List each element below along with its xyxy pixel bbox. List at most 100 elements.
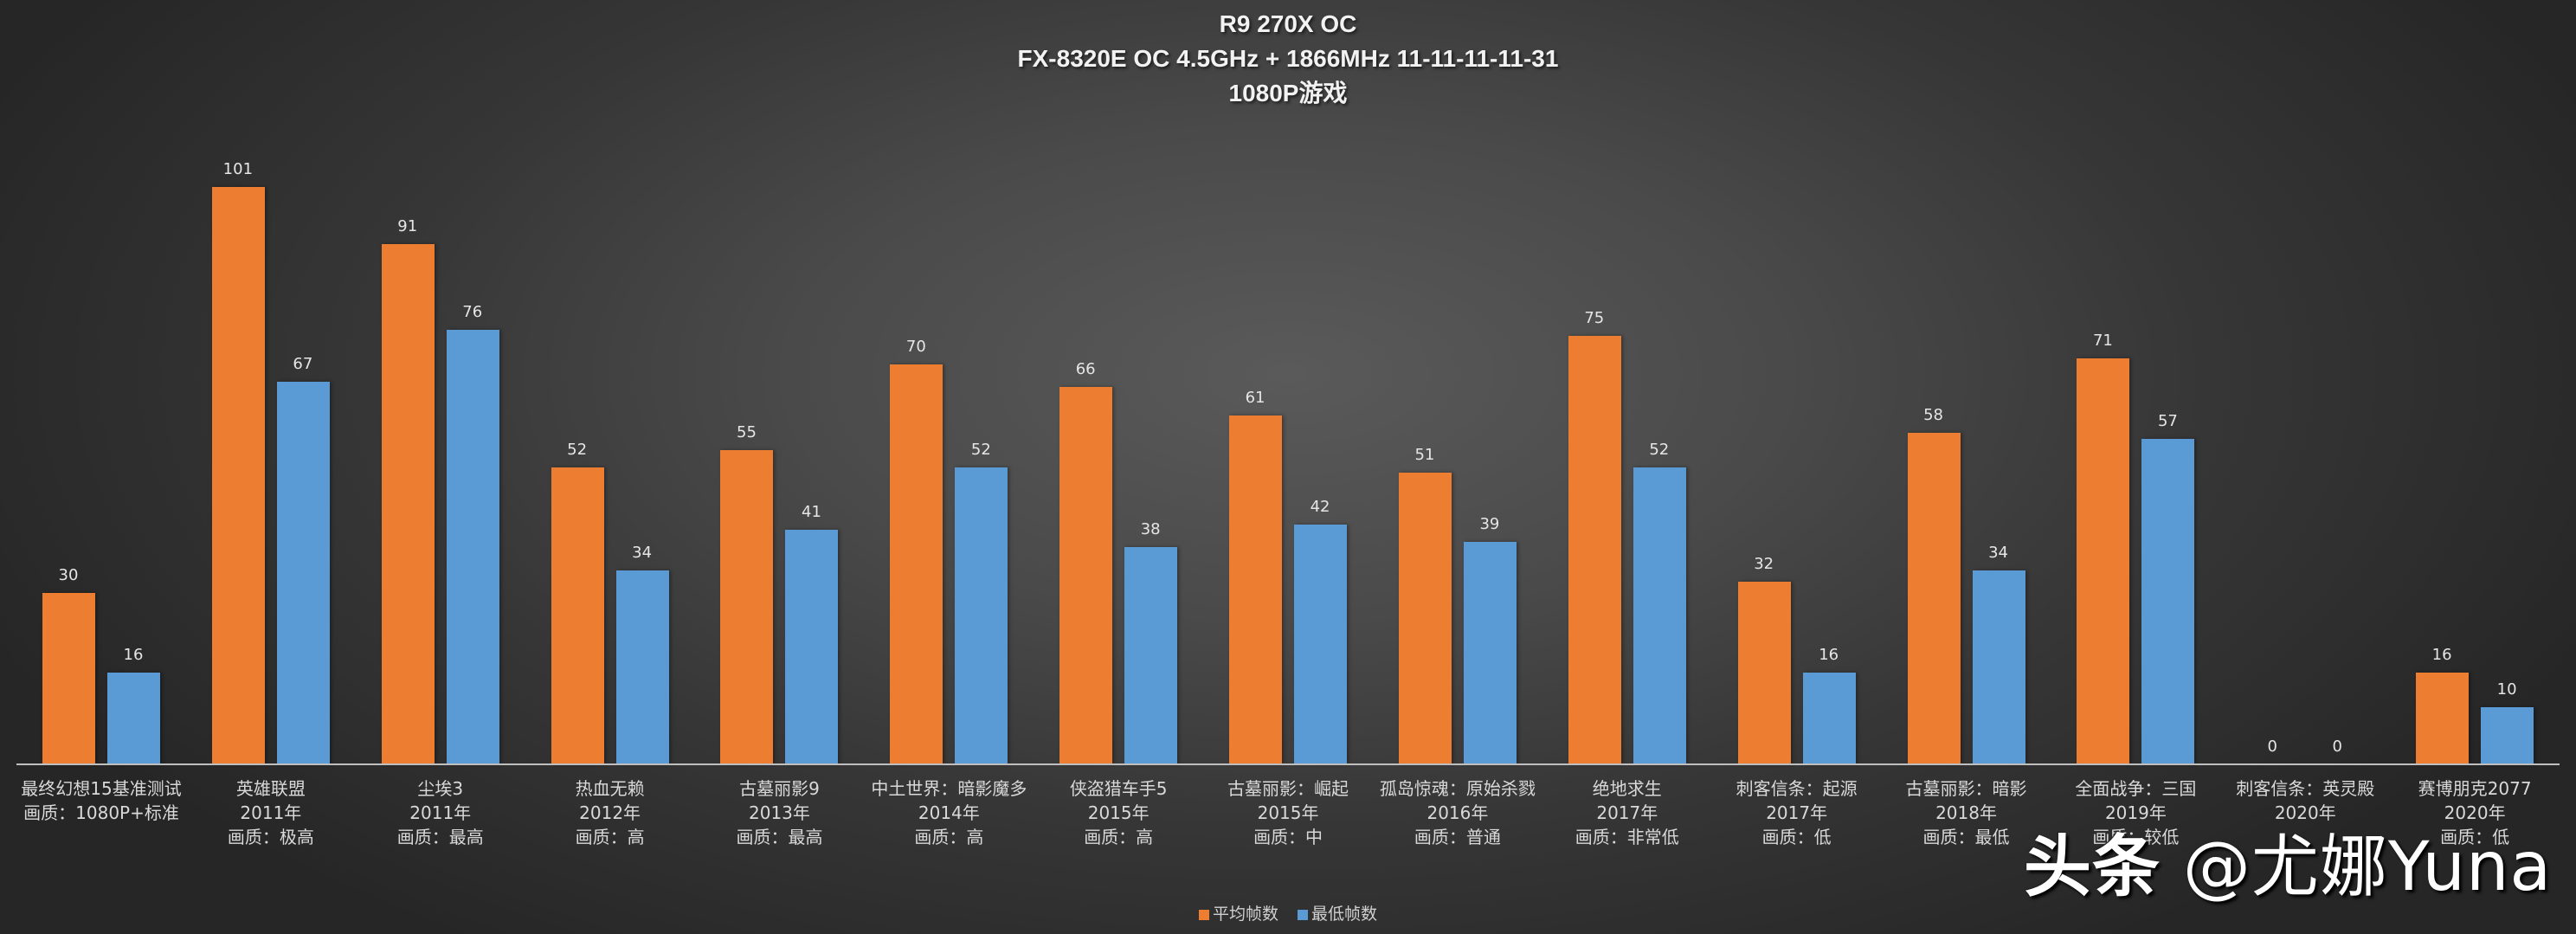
bar-min <box>955 467 1008 764</box>
bar-min <box>446 330 499 764</box>
bar-avg <box>551 467 604 764</box>
data-label-avg: 61 <box>1245 389 1265 408</box>
bar-min <box>1463 541 1517 764</box>
bar-avg <box>42 593 95 764</box>
category-label-line: 侠盗猎车手5 <box>1069 778 1168 799</box>
data-label-avg: 55 <box>737 423 757 441</box>
data-label-avg: 58 <box>1923 406 1943 425</box>
category-label: 最终幻想15基准测试 画质：1080P+标准 <box>16 776 186 825</box>
category-label: 刺客信条：英灵殿 2020年 <box>2220 776 2390 825</box>
category-label-line: 画质：高 <box>575 827 645 847</box>
category-label: 中土世界：暗影魔多 2014年画质：高 <box>864 776 1034 849</box>
category-label-line: 赛博朋克2077 <box>2418 778 2532 799</box>
category-label: 古墓丽影：暗影 2018年 画质：最低 <box>1882 776 2051 849</box>
category-label-line: 2016年 <box>1426 802 1489 823</box>
category-label-line: 中土世界：暗影魔多 <box>871 778 1027 799</box>
category-label-line: 画质：低 <box>2440 827 2510 847</box>
legend-label-min: 最低帧数 <box>1311 905 1378 924</box>
category-group: 70 52 <box>864 0 1034 764</box>
category-label-line: 2019年 <box>2104 802 2167 823</box>
data-label-avg: 91 <box>397 217 418 236</box>
data-label-avg: 0 <box>2267 738 2277 756</box>
x-axis-line <box>16 763 2560 765</box>
bar-avg <box>890 364 943 764</box>
data-label-min: 52 <box>970 440 991 459</box>
bar-min <box>1124 547 1178 764</box>
bar-avg <box>381 244 435 764</box>
data-label-min: 41 <box>802 503 821 522</box>
category-group: 51 39 <box>1373 0 1542 764</box>
category-label-line: 2015年 <box>1257 802 1319 823</box>
category-label-line: 孤岛惊魂：原始杀戮 <box>1379 778 1536 799</box>
title-cpu-memory: FX-8320E OC 4.5GHz + 1866MHz 11-11-11-11… <box>1017 45 1559 72</box>
category-label: 英雄联盟 2011年 画质：极高 <box>186 776 356 849</box>
data-label-avg: 51 <box>1414 446 1435 465</box>
category-label: 孤岛惊魂：原始杀戮 2016年画质：普通 <box>1373 776 1542 849</box>
watermark: 头条 @尤娜Yuna <box>2024 829 2552 905</box>
category-label: 尘埃3 2011年 画质：最高 <box>356 776 525 849</box>
category-label: 刺客信条：起源 2017年 画质：低 <box>1712 776 1882 849</box>
category-label-line: 古墓丽影：暗影 <box>1905 778 2027 799</box>
category-label-line: 绝地求生 <box>1592 778 1662 799</box>
data-label-min: 76 <box>462 303 483 322</box>
data-label-avg: 101 <box>222 160 254 179</box>
data-label-min: 10 <box>2496 680 2517 699</box>
legend: 平均帧数 最低帧数 <box>0 901 2576 924</box>
bar-avg <box>2077 358 2130 764</box>
category-label-line: 热血无赖 <box>575 778 645 799</box>
category-label-line: 画质：低 <box>1761 827 1832 847</box>
data-label-min: 42 <box>1310 497 1330 516</box>
bar-min <box>1972 570 2025 764</box>
bar-min <box>2141 438 2195 764</box>
data-label-min: 39 <box>1479 514 1500 533</box>
title-resolution: 1080P游戏 <box>1228 80 1348 106</box>
data-label-min: 34 <box>632 543 653 562</box>
category-group: 55 41 <box>694 0 864 764</box>
legend-label-avg: 平均帧数 <box>1212 905 1278 924</box>
legend-swatch-avg-icon <box>1198 909 1209 920</box>
category-label: 赛博朋克2077 2020年 画质：低 <box>2390 776 2560 849</box>
category-label: 全面战争：三国 2019年 画质：较低 <box>2051 776 2220 849</box>
category-label-line: 画质：普通 <box>1414 827 1501 847</box>
bar-avg <box>1737 581 1791 764</box>
bar-avg <box>1568 336 1621 764</box>
legend-item-min: 最低帧数 <box>1298 901 1377 924</box>
category-group: 101 67 <box>186 0 356 764</box>
bar-avg <box>1398 473 1452 764</box>
category-label-line: 画质：高 <box>914 827 984 847</box>
data-label-min: 67 <box>293 354 313 373</box>
bar-min <box>107 673 160 764</box>
bar-min <box>1294 524 1348 764</box>
category-label-line: 古墓丽影9 <box>739 778 820 799</box>
data-label-min: 16 <box>123 646 144 665</box>
chart-title: R9 270X OC FX-8320E OC 4.5GHz + 1866MHz … <box>0 7 2576 111</box>
legend-item-avg: 平均帧数 <box>1198 901 1278 924</box>
category-label-line: 2012年 <box>579 802 641 823</box>
category-label-line: 尘埃3 <box>417 778 464 799</box>
category-label-line: 2014年 <box>918 802 980 823</box>
data-label-avg: 30 <box>58 566 79 584</box>
category-label-line: 画质：最高 <box>736 827 823 847</box>
bar-min <box>615 570 669 764</box>
category-group: 16 10 <box>2390 0 2560 764</box>
data-label-avg: 52 <box>567 440 588 459</box>
category-label: 古墓丽影9 2013年画质：最高 <box>694 776 864 849</box>
category-label-line: 画质：非常低 <box>1575 827 1679 847</box>
bar-avg <box>1229 415 1283 764</box>
bar-min <box>1633 467 1686 764</box>
category-label-line: 2013年 <box>749 802 810 823</box>
category-group: 75 52 <box>1542 0 1712 764</box>
bar-avg <box>2416 673 2470 764</box>
category-group: 71 57 <box>2051 0 2220 764</box>
bar-avg <box>720 450 774 764</box>
category-label-line: 2011年 <box>240 802 302 823</box>
data-label-min: 16 <box>1819 646 1839 665</box>
bar-min <box>276 381 330 764</box>
category-group: 32 16 <box>1712 0 1882 764</box>
category-label-line: 画质：1080P+标准 <box>23 802 179 823</box>
bar-avg <box>1059 387 1113 764</box>
category-label-line: 画质：最低 <box>1922 827 2010 847</box>
data-label-avg: 16 <box>2431 646 2452 665</box>
category-label: 绝地求生 2017年 画质：非常低 <box>1542 776 1712 849</box>
